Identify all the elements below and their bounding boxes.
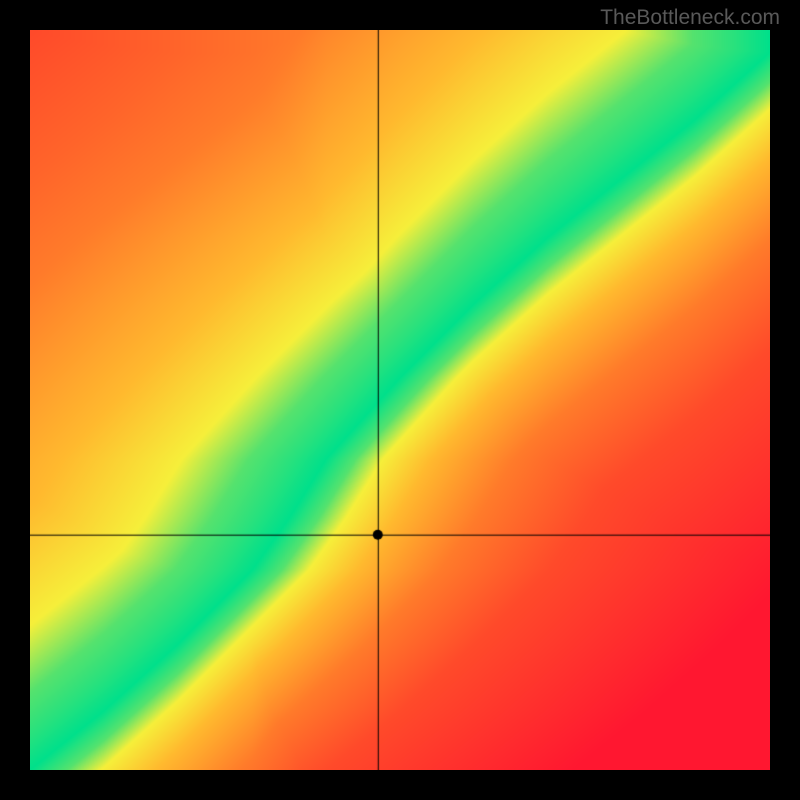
heatmap-canvas bbox=[30, 30, 770, 770]
watermark-text: TheBottleneck.com bbox=[600, 6, 780, 30]
heatmap-chart bbox=[30, 30, 770, 770]
